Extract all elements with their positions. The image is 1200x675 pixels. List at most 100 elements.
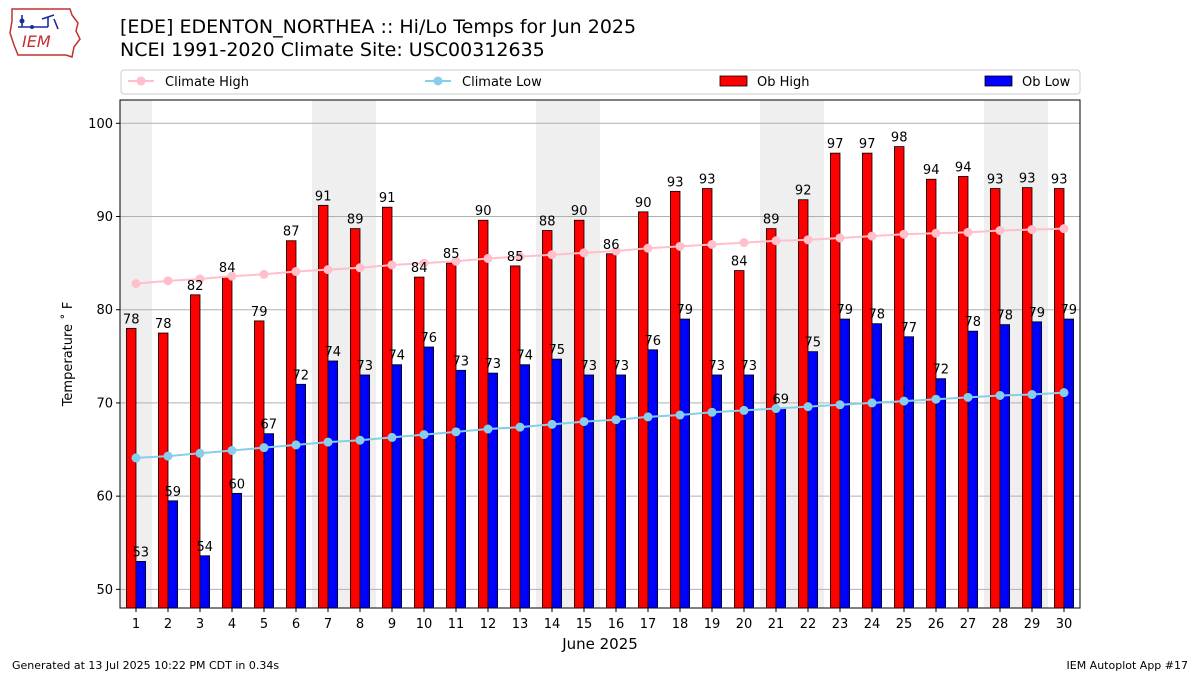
climate-high-point-19 <box>707 239 717 249</box>
ob-high-label-19: 93 <box>699 173 716 188</box>
ob-high-label-13: 85 <box>507 250 524 265</box>
ob-high-label-7: 91 <box>315 189 332 204</box>
x-tick-label: 3 <box>196 617 204 632</box>
ob-low-bar-8 <box>359 374 371 609</box>
ob-high-label-10: 84 <box>411 261 428 276</box>
ob-low-label-10: 76 <box>421 331 438 346</box>
ob-low-bar-11 <box>455 369 467 609</box>
climate-low-point-21 <box>771 404 781 414</box>
x-tick-label: 17 <box>640 617 657 632</box>
y-tick-label: 50 <box>96 583 113 598</box>
x-axis: 1 2 3 4 5 6 7 8 9 10 11 12 13 14 15 16 17 18 19 20 21 22 23 24 2… <box>132 608 1072 632</box>
ob-low-label-22: 75 <box>805 336 822 351</box>
ob-low-bar-15 <box>583 374 595 609</box>
x-tick-label: 4 <box>228 617 236 632</box>
y-tick-label: 60 <box>96 490 113 505</box>
climate-lines <box>131 224 1069 463</box>
ob-high-bar-18 <box>670 190 681 609</box>
ob-high-label-18: 93 <box>667 175 684 190</box>
climate-low-point-25 <box>899 396 909 406</box>
ob-high-bar-21 <box>766 228 777 609</box>
climate-low-point-9 <box>387 432 397 442</box>
climate-high-point-22 <box>803 235 813 245</box>
ob-low-label-20: 73 <box>741 359 758 374</box>
x-tick-label: 16 <box>608 617 625 632</box>
y-axis: 50 60 70 80 90 100 <box>88 117 120 598</box>
bar-value-labels: 78 53 78 59 82 54 84 60 79 67 87 72 91 74 89 73 91 74 84 76… <box>123 131 1077 561</box>
ob-low-bar-1 <box>135 560 147 609</box>
climate-low-point-17 <box>643 412 653 422</box>
ob-high-label-17: 90 <box>635 196 652 211</box>
x-tick-label: 8 <box>356 617 364 632</box>
ob-low-label-15: 73 <box>581 359 598 374</box>
x-tick-label: 23 <box>832 617 849 632</box>
climate-high-point-13 <box>515 252 525 262</box>
climate-low-point-28 <box>995 390 1005 400</box>
app-credit: IEM Autoplot App #17 <box>1066 659 1189 672</box>
ob-high-label-30: 93 <box>1051 173 1068 188</box>
ob-high-label-22: 92 <box>795 184 812 199</box>
ob-low-bar-28 <box>999 324 1011 609</box>
ob-low-bar-29 <box>1031 321 1043 609</box>
climate-high-point-17 <box>643 243 653 253</box>
ob-low-label-11: 73 <box>453 354 470 369</box>
x-tick-label: 5 <box>260 617 268 632</box>
ob-low-bar-26 <box>935 378 947 609</box>
climate-low-line <box>135 391 1065 459</box>
ob-high-label-2: 78 <box>155 317 172 332</box>
x-tick-label: 12 <box>480 617 497 632</box>
climate-low-point-27 <box>963 392 973 402</box>
climate-low-point-8 <box>355 435 365 445</box>
ob-low-bar-2 <box>167 500 179 609</box>
ob-high-bar-20 <box>734 270 745 609</box>
climate-low-point-19 <box>707 407 717 417</box>
climate-low-point-1 <box>131 453 141 463</box>
iem-logo-text: IEM <box>22 32 51 51</box>
ob-high-bar-5 <box>253 320 265 609</box>
climate-high-point-21 <box>771 236 781 246</box>
x-tick-label: 15 <box>576 617 593 632</box>
ob-high-label-14: 88 <box>539 214 556 229</box>
climate-low-point-5 <box>259 443 269 453</box>
climate-high-point-6 <box>291 267 301 277</box>
legend-climate-high-marker <box>136 76 146 86</box>
ob-high-label-27: 94 <box>955 160 972 175</box>
ob-high-bar-26 <box>926 178 937 609</box>
climate-high-point-24 <box>867 231 877 241</box>
climate-low-point-14 <box>547 419 557 429</box>
climate-low-point-4 <box>227 445 237 455</box>
ob-low-label-26: 72 <box>933 363 950 378</box>
ob-low-label-19: 73 <box>709 359 726 374</box>
ob-low-label-16: 73 <box>613 359 630 374</box>
climate-low-point-18 <box>675 410 685 420</box>
climate-low-point-11 <box>451 427 461 437</box>
legend-climate-low-label: Climate Low <box>462 75 542 90</box>
x-tick-label: 7 <box>324 617 332 632</box>
ob-low-bar-30 <box>1063 318 1075 609</box>
x-tick-label: 26 <box>928 617 945 632</box>
y-tick-label: 70 <box>96 396 113 411</box>
climate-low-point-13 <box>515 422 525 432</box>
climate-low-point-7 <box>323 437 333 447</box>
ob-low-label-27: 78 <box>965 315 982 330</box>
climate-low-point-12 <box>483 424 493 434</box>
ob-low-label-18: 79 <box>677 303 694 318</box>
ob-low-label-9: 74 <box>389 349 406 364</box>
ob-low-label-3: 54 <box>197 540 214 555</box>
x-tick-label: 10 <box>416 617 433 632</box>
ob-high-bar-8 <box>349 228 361 609</box>
ob-low-label-6: 72 <box>293 368 310 383</box>
ob-low-label-30: 79 <box>1061 303 1078 318</box>
ob-high-bar-17 <box>638 211 649 609</box>
climate-high-point-18 <box>675 241 685 251</box>
climate-low-point-6 <box>291 440 301 450</box>
ob-low-label-25: 77 <box>901 321 918 336</box>
climate-low-point-24 <box>867 398 877 408</box>
x-tick-label: 21 <box>768 617 785 632</box>
ob-high-bar-23 <box>830 152 841 609</box>
ob-high-label-11: 85 <box>443 247 460 262</box>
x-tick-label: 30 <box>1056 617 1073 632</box>
climate-high-point-27 <box>963 227 973 237</box>
climate-low-point-15 <box>579 417 589 427</box>
